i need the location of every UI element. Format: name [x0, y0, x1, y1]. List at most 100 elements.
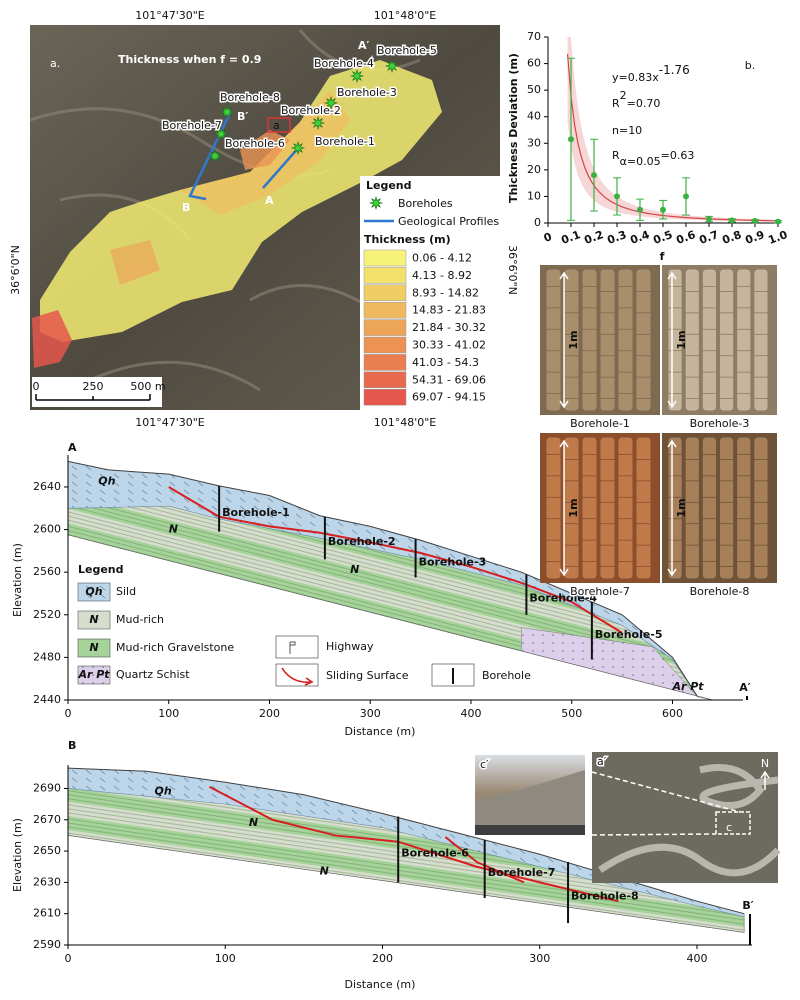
x-tick-label: 0.8	[720, 228, 743, 247]
core-segment	[617, 268, 634, 412]
photo-scale: 1m	[675, 498, 688, 517]
panel-label: a.	[50, 57, 60, 70]
chart-panel: b. Thickness Deviation (m) f 01020304050…	[507, 30, 790, 263]
profile-label: B	[182, 201, 190, 214]
legend-icon-box	[275, 635, 319, 659]
profile-start: B	[68, 739, 76, 752]
legend-icon-box	[275, 663, 319, 687]
x-tick-label: 200	[259, 707, 280, 720]
x-tick-label: 100	[215, 952, 236, 965]
legend-label: Highway	[326, 640, 374, 653]
stat-part: =0.63	[661, 149, 695, 162]
borehole-label: Borehole-7	[162, 119, 222, 132]
legend-label: 4.13 - 8.92	[412, 269, 472, 282]
y-tick-label: 2600	[33, 523, 61, 536]
x-tick-label: 0	[65, 707, 72, 720]
y-tick-label: 30	[527, 136, 541, 149]
legend-swatch	[363, 249, 407, 267]
unit-label: N	[320, 864, 329, 877]
legend-swatch	[77, 638, 111, 658]
legend-symbol: Qh	[85, 585, 102, 598]
borehole-label: Borehole-8	[220, 91, 280, 104]
fit-equation: y=0.83x-1.76	[612, 63, 690, 85]
legend-label: 41.03 - 54.3	[412, 356, 479, 369]
borehole-marker	[323, 95, 339, 111]
legend-marker	[368, 195, 384, 211]
data-point	[568, 136, 574, 143]
borehole-markers	[207, 58, 400, 164]
x-tick-label: 100	[158, 707, 179, 720]
stat-sup: 2	[620, 89, 627, 102]
scale-arrow	[667, 271, 677, 409]
borehole-label: Borehole-8	[571, 890, 639, 903]
legend-marker	[368, 195, 384, 211]
y-tick-label: 2630	[33, 875, 61, 888]
core-segment	[545, 268, 562, 412]
ground-surface	[67, 767, 745, 915]
scale-arrow	[667, 439, 677, 577]
terrain-texture	[29, 29, 421, 392]
borehole-label: Borehole-5	[377, 44, 437, 57]
x-axis-title: Distance (m)	[345, 725, 416, 738]
x-axis-title: Distance (m)	[345, 978, 416, 991]
core-segment	[581, 268, 598, 412]
thickness-zone	[110, 240, 160, 285]
stat-sub: α=0.05	[620, 155, 661, 168]
stat-part: =0.70	[627, 97, 661, 110]
legend-swatch	[363, 336, 407, 354]
photo-label: Borehole-8	[690, 585, 750, 598]
core-segment	[635, 436, 652, 580]
data-point	[591, 172, 597, 179]
y-tick-label: 2670	[33, 813, 61, 826]
core-segment	[753, 268, 769, 412]
north-label: N	[761, 757, 769, 770]
equation-part: y=	[612, 71, 628, 84]
core-segment	[719, 436, 735, 580]
legend-swatch	[77, 582, 111, 602]
legend-swatch	[363, 388, 407, 406]
borehole-label: Borehole-3	[337, 86, 397, 99]
detail-label: c	[726, 821, 732, 834]
profile-start: A	[68, 441, 77, 454]
core-segment	[719, 268, 735, 412]
legend-label: 0.06 - 4.12	[412, 252, 472, 265]
data-point	[752, 217, 758, 224]
x-tick-label: 0	[65, 952, 72, 965]
borehole-label: Borehole-6	[225, 137, 285, 150]
unit-label: N	[350, 563, 359, 576]
x-tick-label: 500	[561, 707, 582, 720]
x-tick-label: 0.2	[582, 228, 605, 247]
core-segment	[701, 268, 717, 412]
scale-label: 250	[83, 380, 104, 393]
scale-box	[32, 377, 162, 407]
inset-label: a′	[597, 755, 607, 768]
core-segment	[635, 268, 652, 412]
data-point	[683, 193, 689, 200]
y-tick-label: 2650	[33, 844, 61, 857]
photo-label: Borehole-3	[690, 417, 750, 430]
x-axis-title: f	[660, 250, 665, 263]
x-tick-label: 0.7	[697, 228, 720, 247]
data-point	[775, 218, 781, 225]
y-tick-label: 0	[534, 216, 541, 229]
profile-line	[262, 145, 301, 189]
critical-r: Rα=0.05=0.63	[612, 149, 694, 168]
borehole-label: Borehole-3	[419, 555, 487, 568]
detail-label: a	[273, 119, 280, 132]
section-insets: c′ c a′ N	[475, 752, 781, 883]
legend-symbol: N	[89, 641, 98, 654]
x-tick-label: 400	[460, 707, 481, 720]
legend-label: Quartz Schist	[116, 668, 190, 681]
borehole-label: Borehole-2	[281, 104, 341, 117]
legend-label: Boreholes	[398, 197, 453, 210]
x-tick-label: 600	[662, 707, 683, 720]
site-photo-wall	[475, 770, 585, 835]
map-panel: a a. Thickness when f = 0.9 Borehole-1 B…	[9, 9, 519, 429]
section-legend: Legend Qh Sild N Mud-rich N Mud-rich Gravelsto…	[77, 563, 531, 687]
legend-label: 14.83 - 21.83	[412, 304, 486, 317]
data-point	[706, 216, 712, 223]
borehole-marker	[349, 68, 365, 84]
y-tick-label: 70	[527, 30, 541, 43]
unit-label: Qh	[154, 785, 171, 798]
sample-size: n=10	[612, 124, 642, 137]
